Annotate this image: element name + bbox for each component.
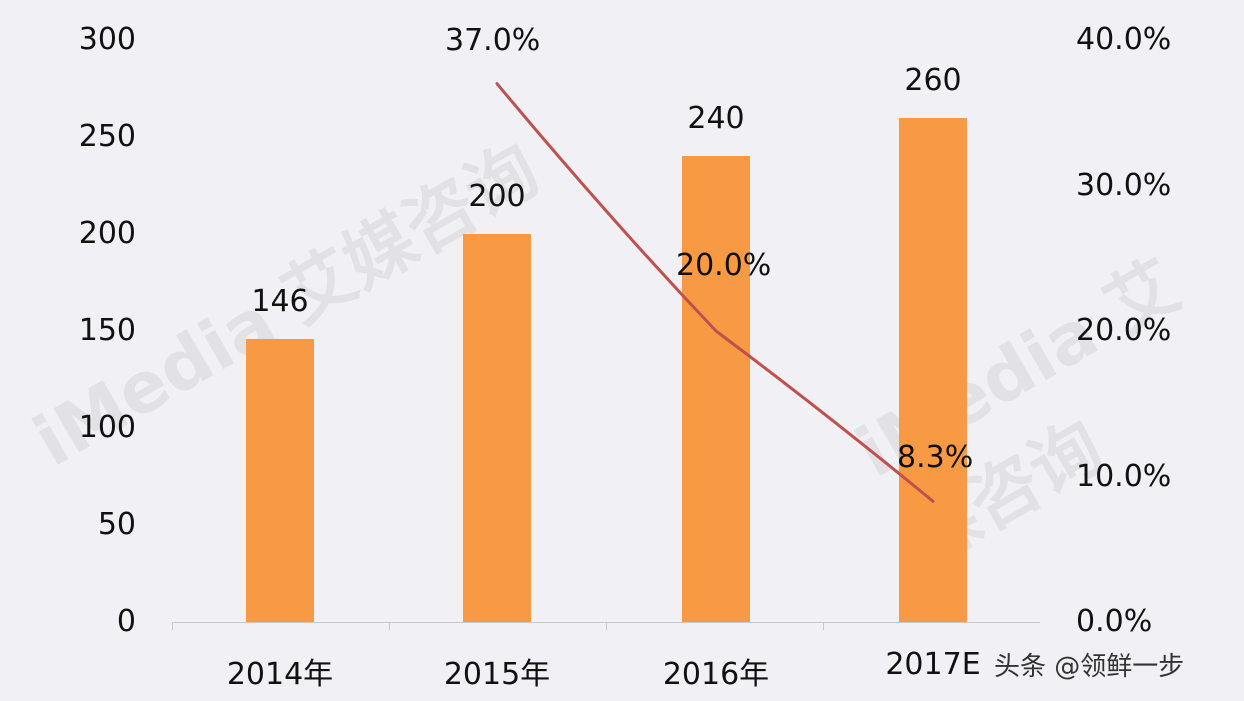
- line-value-label: 37.0%: [445, 22, 541, 58]
- x-axis-category-label: 2015年: [443, 657, 551, 692]
- left-axis-tick-label: 300: [78, 22, 136, 57]
- left-axis-tick-label: 100: [78, 410, 136, 445]
- bar-value-label: 200: [468, 179, 526, 214]
- x-axis-category-label: 2016年: [662, 657, 770, 692]
- left-axis-tick-label: 150: [78, 313, 136, 348]
- left-axis-tick-label: 250: [78, 119, 136, 154]
- x-axis-category-label: 2017E: [885, 647, 981, 682]
- bar: [682, 156, 750, 622]
- x-tick: [172, 622, 173, 630]
- bar: [246, 338, 314, 622]
- line-value-label: 20.0%: [676, 248, 772, 283]
- right-axis-tick-label: 0.0%: [1076, 604, 1153, 639]
- bar: [463, 234, 531, 622]
- left-axis-tick-label: 50: [97, 507, 136, 542]
- left-axis-tick-label: 200: [78, 216, 136, 251]
- bar-value-label: 146: [251, 283, 309, 319]
- right-axis-tick-label: 10.0%: [1076, 458, 1172, 494]
- footer-watermark: 头条 @领鲜一步: [990, 646, 1189, 683]
- right-axis-tick-label: 40.0%: [1076, 22, 1172, 57]
- bar-value-label: 260: [904, 62, 962, 98]
- right-axis-tick-label: 20.0%: [1076, 313, 1172, 348]
- line-value-label: 8.3%: [897, 440, 974, 476]
- x-tick: [389, 622, 390, 630]
- bar-value-label: 240: [687, 101, 745, 137]
- x-tick: [606, 622, 607, 630]
- right-axis-tick-label: 30.0%: [1076, 167, 1172, 203]
- left-axis-tick-label: 0: [116, 604, 136, 639]
- x-axis-category-label: 2014年: [226, 657, 334, 692]
- bar: [899, 117, 967, 622]
- x-tick: [823, 622, 824, 630]
